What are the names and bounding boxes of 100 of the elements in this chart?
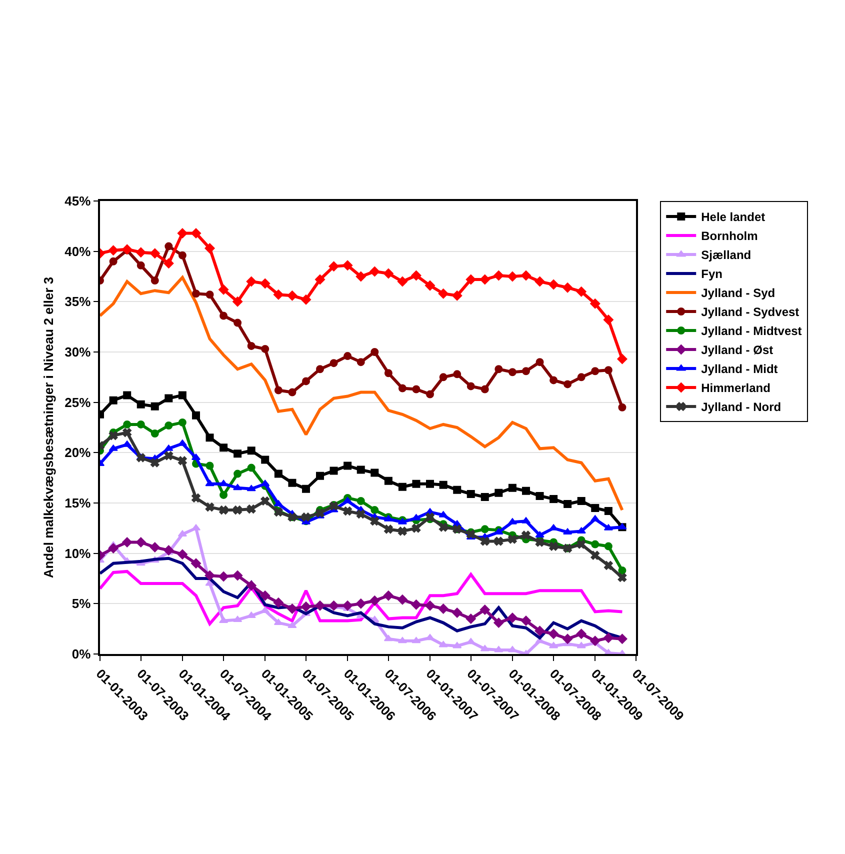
point: [591, 504, 600, 512]
point: [206, 434, 214, 442]
point: [550, 494, 558, 503]
point: [494, 270, 504, 281]
point: [219, 480, 228, 486]
legend-label: Jylland - Øst: [701, 343, 774, 358]
point: [494, 618, 504, 628]
point: [233, 616, 242, 622]
point: [564, 380, 572, 388]
point: [356, 358, 365, 366]
point: [370, 596, 380, 606]
point: [590, 550, 600, 560]
point: [287, 604, 298, 614]
point: [205, 480, 214, 486]
point: [466, 382, 475, 390]
point: [109, 257, 118, 266]
point: [164, 545, 174, 556]
point: [234, 450, 242, 458]
point: [522, 367, 530, 376]
point: [412, 636, 421, 644]
point: [192, 290, 200, 298]
point: [330, 466, 338, 475]
point: [494, 488, 503, 497]
point: [206, 462, 214, 470]
point: [123, 420, 132, 428]
point: [591, 540, 600, 548]
point: [342, 260, 353, 270]
point: [494, 536, 504, 546]
point: [108, 543, 118, 554]
point: [220, 312, 228, 320]
point: [397, 276, 408, 287]
point: [534, 626, 545, 636]
point: [356, 466, 365, 474]
point: [136, 261, 145, 270]
y-tick-label: 5%: [72, 596, 92, 612]
point: [300, 294, 312, 305]
point: [370, 266, 380, 277]
point: [438, 522, 448, 532]
point: [452, 608, 462, 618]
point: [618, 403, 626, 412]
point: [150, 402, 159, 410]
point: [564, 500, 572, 508]
y-tick-label: 45%: [64, 194, 92, 209]
point: [562, 282, 573, 293]
point: [300, 602, 312, 612]
point: [274, 386, 282, 394]
point: [261, 344, 270, 353]
legend-label: Jylland - Midt: [701, 362, 778, 376]
point: [274, 470, 282, 478]
point: [439, 480, 448, 489]
y-tick-label: 30%: [64, 344, 92, 360]
point: [314, 600, 326, 611]
y-tick-label: 15%: [64, 496, 92, 511]
point: [536, 492, 544, 500]
point: [247, 446, 256, 455]
legend-label: Sjælland: [701, 248, 752, 262]
point: [480, 536, 490, 546]
point: [370, 516, 380, 526]
point: [233, 506, 242, 515]
point: [534, 276, 545, 287]
point: [522, 530, 530, 540]
point: [494, 365, 503, 374]
point: [261, 456, 270, 464]
point: [247, 342, 256, 350]
point: [548, 628, 559, 639]
point: [108, 431, 118, 440]
point: [178, 418, 186, 426]
point: [591, 367, 600, 376]
point: [618, 566, 626, 574]
point: [438, 288, 448, 299]
point: [466, 274, 476, 285]
point: [234, 318, 242, 327]
point: [576, 642, 586, 648]
point: [617, 634, 628, 644]
point: [288, 478, 296, 487]
point: [466, 530, 476, 539]
point: [590, 298, 600, 309]
point: [356, 271, 366, 282]
point: [233, 484, 242, 490]
point: [507, 271, 518, 282]
point: [136, 453, 146, 462]
point: [508, 368, 516, 376]
point: [164, 242, 173, 250]
legend-label: Jylland - Midtvest: [701, 324, 802, 338]
point: [344, 462, 352, 470]
point: [466, 614, 476, 624]
point: [344, 352, 352, 360]
point: [453, 370, 462, 378]
point: [550, 376, 558, 384]
point: [192, 494, 200, 502]
point: [190, 228, 202, 238]
point: [522, 486, 530, 495]
point: [604, 560, 613, 570]
point: [398, 384, 406, 392]
legend-label: Fyn: [701, 267, 722, 282]
point: [316, 365, 324, 374]
point: [177, 549, 188, 560]
point: [219, 506, 228, 515]
point: [383, 268, 394, 279]
point: [164, 394, 173, 402]
